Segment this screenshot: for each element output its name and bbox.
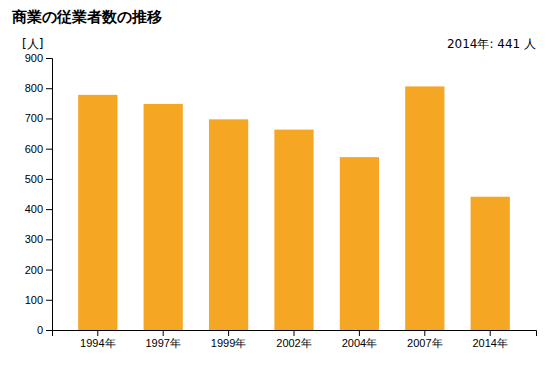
x-axis: 1994年 1997年 1999年 2002年 2004年 2007年 2014年 (53, 330, 537, 349)
y-tick-label: 600 (25, 143, 43, 155)
y-tick-mark (46, 58, 52, 59)
y-tick-mark (46, 88, 52, 89)
x-tick-label: 2004年 (342, 337, 377, 349)
y-tick: 400 (25, 203, 52, 215)
x-tick-label: 1997年 (145, 337, 180, 349)
y-tick-label: 900 (25, 52, 43, 64)
y-axis: 0 100 200 300 400 500 600 700 800 900 (25, 52, 53, 336)
y-tick: 200 (25, 264, 52, 276)
y-tick: 0 (37, 324, 52, 336)
x-tick-mark (228, 330, 229, 336)
chart-container: 1994年 1997年 1999年 2002年 2004年 2007年 2014年 0 100 2… (0, 0, 560, 366)
y-tick-label: 800 (25, 82, 43, 94)
y-tick-mark (46, 300, 52, 301)
x-tick-mark (163, 330, 164, 336)
y-tick: 800 (25, 82, 52, 94)
x-tick: 2002年 (276, 330, 311, 349)
x-tick: 2007年 (407, 330, 442, 349)
y-tick: 600 (25, 143, 52, 155)
x-tick-label: 2002年 (276, 337, 311, 349)
y-tick-mark (46, 330, 52, 331)
y-tick-label: 700 (25, 112, 43, 124)
y-tick-mark (46, 239, 52, 240)
y-tick-label: 200 (25, 264, 43, 276)
y-tick-label: 400 (25, 203, 43, 215)
x-tick-label: 2014年 (472, 337, 507, 349)
y-tick: 300 (25, 233, 52, 245)
y-tick-label: 500 (25, 173, 43, 185)
x-tick-label: 2007年 (407, 337, 442, 349)
y-tick: 900 (25, 52, 52, 64)
bar (144, 104, 183, 330)
title: 商業の従業者数の推移 (11, 8, 162, 26)
axis-domain (53, 331, 537, 337)
x-tick-mark (294, 330, 295, 336)
x-tick: 1999年 (211, 330, 246, 349)
y-tick-mark (46, 209, 52, 210)
y-tick-mark (46, 149, 52, 150)
bar (78, 95, 117, 330)
bar (340, 157, 379, 330)
bar (405, 86, 444, 330)
bars (78, 86, 510, 330)
x-tick-label: 1999年 (211, 337, 246, 349)
x-tick: 2014年 (472, 330, 507, 349)
y-tick: 500 (25, 173, 52, 185)
y-axis-label: [人] (22, 37, 43, 51)
y-tick-mark (46, 118, 52, 119)
plot: 1994年 1997年 1999年 2002年 2004年 2007年 2014年 0 100 2… (25, 52, 537, 349)
x-tick-mark (97, 330, 98, 336)
bar (471, 197, 510, 330)
y-tick: 100 (25, 294, 52, 306)
axis-domain (46, 59, 53, 331)
y-tick-label: 0 (37, 324, 43, 336)
x-tick: 1997年 (145, 330, 180, 349)
y-tick-mark (46, 270, 52, 271)
y-tick: 700 (25, 112, 52, 124)
x-tick: 1994年 (80, 330, 115, 349)
annotation: 2014年: 441 人 (447, 37, 536, 51)
bar (274, 130, 313, 330)
bar (209, 119, 248, 330)
x-tick-mark (359, 330, 360, 336)
x-tick: 2004年 (342, 330, 377, 349)
x-tick-mark (424, 330, 425, 336)
y-tick-label: 100 (25, 294, 43, 306)
x-tick-mark (490, 330, 491, 336)
chart-svg: 1994年 1997年 1999年 2002年 2004年 2007年 2014年 0 100 2… (0, 0, 560, 366)
x-tick-label: 1994年 (80, 337, 115, 349)
y-tick-label: 300 (25, 233, 43, 245)
y-tick-mark (46, 179, 52, 180)
